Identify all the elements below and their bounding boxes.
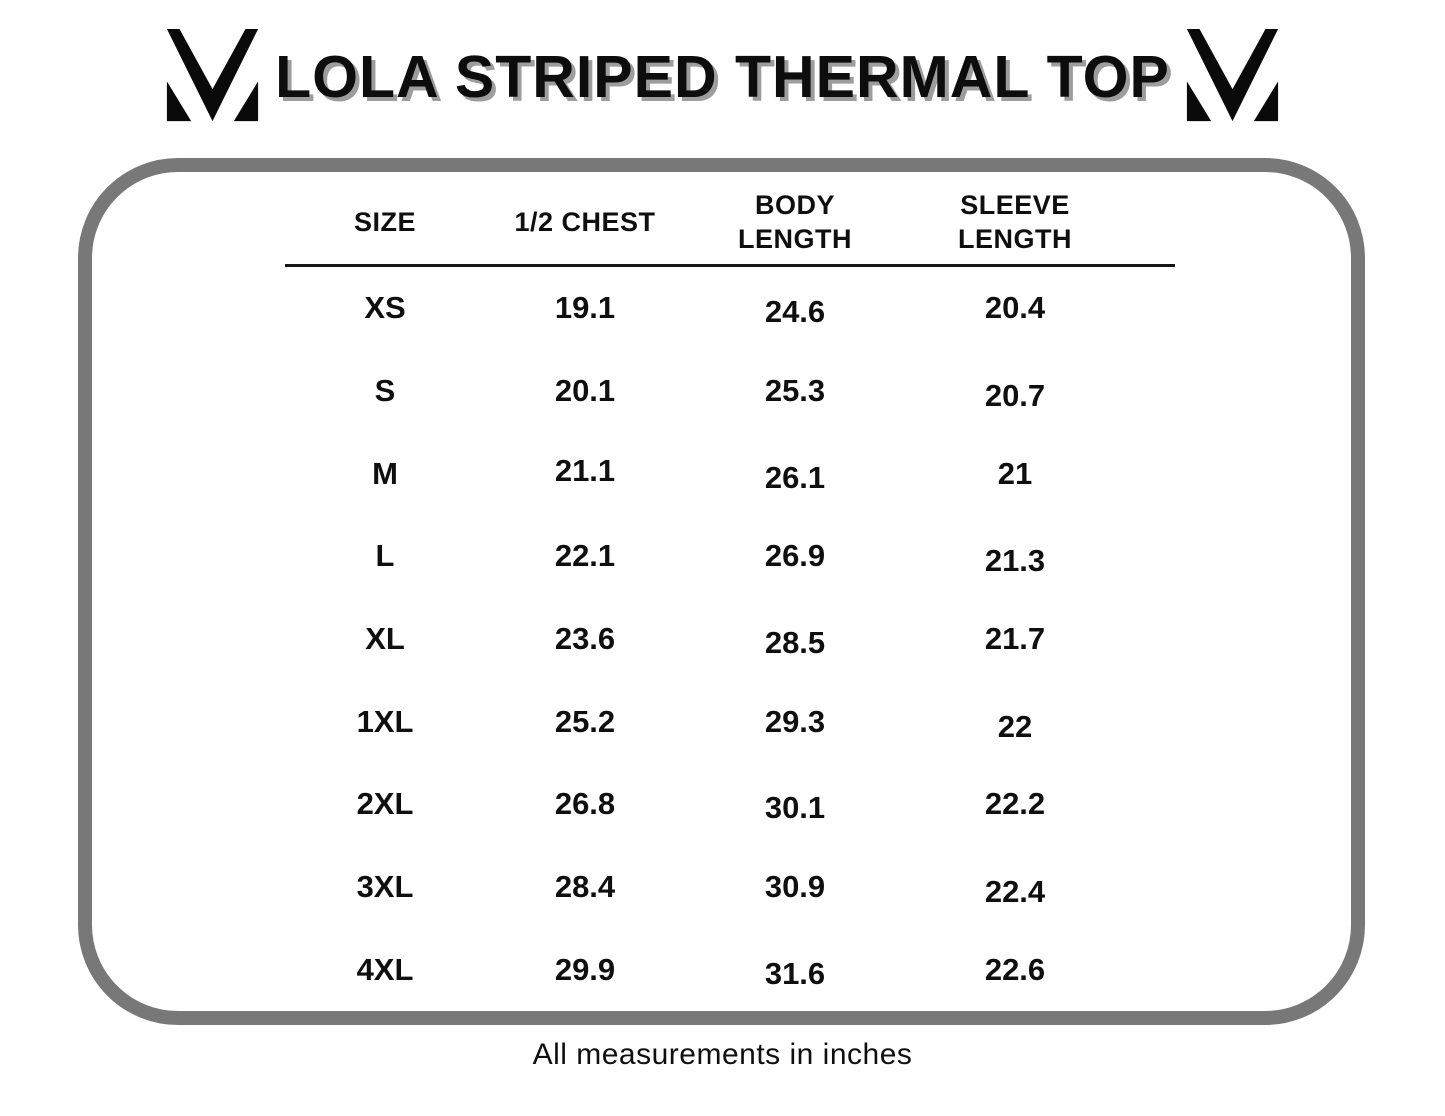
table-row: 3XL 28.4 30.9 22.4 <box>285 846 1125 929</box>
header-divider-line <box>285 264 1175 267</box>
cell-size: 1XL <box>356 703 414 739</box>
page-title: LOLA STRIPED THERMAL TOP <box>275 44 1170 110</box>
cell-size: XS <box>364 290 406 326</box>
table-row: XL 23.6 28.5 21.7 <box>285 598 1125 681</box>
table-row: 1XL 25.2 29.3 22 <box>285 680 1125 763</box>
cell-sleeve: 22.4 <box>984 874 1046 910</box>
cell-sleeve: 20.7 <box>984 378 1046 414</box>
cell-size: XL <box>365 621 405 657</box>
cell-chest: 21.1 <box>554 452 616 488</box>
cell-sleeve: 22 <box>997 708 1033 744</box>
cell-body: 24.6 <box>764 294 826 330</box>
table-row: S 20.1 25.3 20.7 <box>285 350 1125 433</box>
table-header-row: SIZE 1/2 CHEST BODY LENGTH SLEEVE LENGTH <box>285 182 1125 264</box>
cell-sleeve: 20.4 <box>984 290 1046 326</box>
cell-size: S <box>374 373 396 409</box>
cell-body: 30.9 <box>764 869 826 905</box>
table-row: M 21.1 26.1 21 <box>285 432 1125 515</box>
brand-m-logo-icon-right <box>1186 28 1278 121</box>
cell-chest: 23.6 <box>554 621 616 657</box>
column-header-sleeve-length: SLEEVE LENGTH <box>905 189 1125 257</box>
brand-m-logo-icon-left <box>166 28 259 121</box>
table-row: 2XL 26.8 30.1 22.2 <box>285 763 1125 846</box>
header-bar: LOLA STRIPED THERMAL TOP <box>0 22 1445 132</box>
cell-body: 25.3 <box>764 373 826 409</box>
cell-body: 31.6 <box>764 955 826 991</box>
column-header-chest: 1/2 CHEST <box>485 206 685 240</box>
cell-chest: 29.9 <box>554 951 616 987</box>
footer-note: All measurements in inches <box>532 1038 913 1071</box>
table-row: 4XL 29.9 31.6 22.6 <box>285 929 1125 1012</box>
column-header-chest-label: 1/2 CHEST <box>514 207 656 238</box>
cell-chest: 26.8 <box>554 786 616 822</box>
cell-body: 30.1 <box>764 790 826 826</box>
cell-size: 3XL <box>356 869 414 905</box>
cell-chest: 22.1 <box>554 538 616 574</box>
cell-size: 2XL <box>356 786 414 822</box>
cell-sleeve: 21 <box>997 455 1033 491</box>
cell-body: 29.3 <box>764 703 826 739</box>
cell-sleeve: 21.3 <box>984 543 1046 579</box>
column-header-body-length-label: BODY LENGTH <box>738 190 852 254</box>
cell-chest: 19.1 <box>554 290 616 326</box>
size-table: XS 19.1 24.6 20.4 S 20.1 25.3 20.7 M 21.… <box>285 267 1125 1011</box>
size-chart-panel <box>78 158 1365 1025</box>
cell-chest: 20.1 <box>554 373 616 409</box>
column-header-sleeve-length-label: SLEEVE LENGTH <box>958 190 1072 254</box>
cell-size: M <box>372 455 398 491</box>
cell-sleeve: 22.2 <box>984 786 1046 822</box>
cell-sleeve: 21.7 <box>984 621 1046 657</box>
cell-sleeve: 22.6 <box>984 951 1046 987</box>
column-header-body-length: BODY LENGTH <box>685 189 905 257</box>
cell-size: L <box>375 538 395 574</box>
column-header-size: SIZE <box>285 206 485 240</box>
cell-chest: 28.4 <box>554 869 616 905</box>
cell-body: 26.9 <box>764 538 826 574</box>
cell-chest: 25.2 <box>554 703 616 739</box>
cell-body: 26.1 <box>764 459 826 495</box>
cell-body: 28.5 <box>764 625 826 661</box>
column-header-size-label: SIZE <box>353 207 416 238</box>
cell-size: 4XL <box>356 951 414 987</box>
table-row: XS 19.1 24.6 20.4 <box>285 267 1125 350</box>
table-row: L 22.1 26.9 21.3 <box>285 515 1125 598</box>
